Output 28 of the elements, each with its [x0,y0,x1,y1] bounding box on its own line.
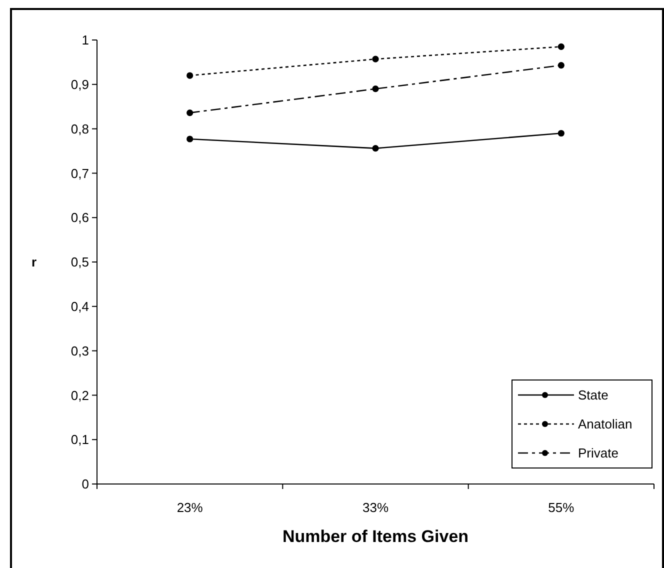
x-tick-label: 23% [176,500,204,515]
y-tick-label: 1 [82,32,89,48]
x-tick-label: 33% [362,500,389,515]
point [558,43,564,50]
point [558,130,564,137]
y-tick-label: 0,4 [70,298,89,314]
y-tick-label: 0,1 [70,432,89,448]
y-tick-label: 0,6 [70,210,89,226]
x-tick-label: 55% [548,500,575,515]
y-tick-label: 0 [82,476,89,492]
point [558,62,564,69]
y-tick-label: 0,3 [70,343,89,358]
legend-label: State [578,388,608,403]
y-tick-label: 0,2 [70,388,89,403]
y-tick-label: 0,8 [70,121,89,136]
point [372,56,379,62]
point [372,145,379,152]
legend-label: Anatolian [578,416,632,432]
y-tick-label: 0,9 [70,76,89,92]
y-tick-label: 0,7 [70,166,89,181]
y-tick-label: 0,5 [70,254,89,270]
point [186,136,194,142]
legend-label: Private [578,446,618,461]
x-axis-title: Number of Items Given [282,527,469,546]
point [186,72,194,79]
y-axis-title: r [31,254,37,270]
point [372,86,379,92]
point [186,110,194,116]
